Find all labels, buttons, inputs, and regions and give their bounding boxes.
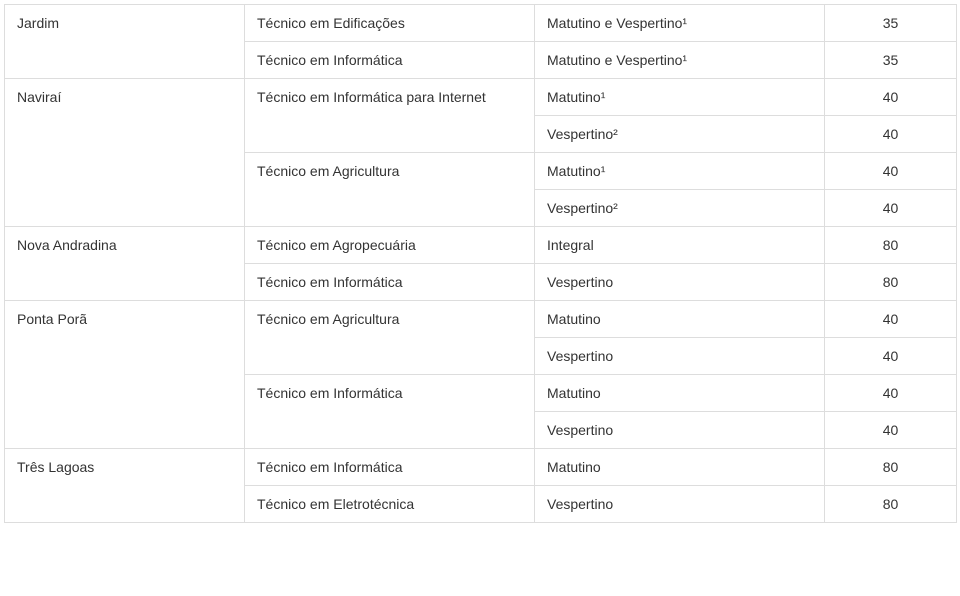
campus-cell: Nova Andradina bbox=[5, 227, 245, 301]
vagas-cell: 80 bbox=[825, 449, 957, 486]
shift-cell: Matutino bbox=[535, 375, 825, 412]
shift-cell: Integral bbox=[535, 227, 825, 264]
shift-cell: Vespertino² bbox=[535, 116, 825, 153]
table-row: NaviraíTécnico em Informática para Inter… bbox=[5, 79, 957, 116]
shift-cell: Matutino bbox=[535, 449, 825, 486]
shift-cell: Matutino¹ bbox=[535, 153, 825, 190]
vagas-cell: 40 bbox=[825, 412, 957, 449]
vagas-cell: 35 bbox=[825, 42, 957, 79]
table-row: Nova AndradinaTécnico em AgropecuáriaInt… bbox=[5, 227, 957, 264]
vagas-cell: 40 bbox=[825, 301, 957, 338]
table-row: Ponta PorãTécnico em AgriculturaMatutino… bbox=[5, 301, 957, 338]
course-cell: Técnico em Agricultura bbox=[245, 301, 535, 375]
course-cell: Técnico em Informática bbox=[245, 42, 535, 79]
vagas-cell: 40 bbox=[825, 153, 957, 190]
campus-cell: Jardim bbox=[5, 5, 245, 79]
campus-cell: Três Lagoas bbox=[5, 449, 245, 523]
table-row: JardimTécnico em EdificaçõesMatutino e V… bbox=[5, 5, 957, 42]
course-cell: Técnico em Agropecuária bbox=[245, 227, 535, 264]
shift-cell: Matutino¹ bbox=[535, 79, 825, 116]
shift-cell: Matutino e Vespertino¹ bbox=[535, 42, 825, 79]
course-cell: Técnico em Agricultura bbox=[245, 153, 535, 227]
vagas-cell: 40 bbox=[825, 79, 957, 116]
vagas-cell: 80 bbox=[825, 227, 957, 264]
course-cell: Técnico em Eletrotécnica bbox=[245, 486, 535, 523]
shift-cell: Vespertino bbox=[535, 264, 825, 301]
courses-table: JardimTécnico em EdificaçõesMatutino e V… bbox=[4, 4, 957, 523]
shift-cell: Matutino e Vespertino¹ bbox=[535, 5, 825, 42]
vagas-cell: 40 bbox=[825, 338, 957, 375]
vagas-cell: 35 bbox=[825, 5, 957, 42]
shift-cell: Vespertino bbox=[535, 486, 825, 523]
shift-cell: Vespertino² bbox=[535, 190, 825, 227]
vagas-cell: 80 bbox=[825, 264, 957, 301]
vagas-cell: 40 bbox=[825, 375, 957, 412]
shift-cell: Vespertino bbox=[535, 338, 825, 375]
campus-cell: Naviraí bbox=[5, 79, 245, 227]
vagas-cell: 40 bbox=[825, 116, 957, 153]
vagas-cell: 80 bbox=[825, 486, 957, 523]
table-row: Três LagoasTécnico em InformáticaMatutin… bbox=[5, 449, 957, 486]
vagas-cell: 40 bbox=[825, 190, 957, 227]
course-cell: Técnico em Informática para Internet bbox=[245, 79, 535, 153]
shift-cell: Vespertino bbox=[535, 412, 825, 449]
campus-cell: Ponta Porã bbox=[5, 301, 245, 449]
course-cell: Técnico em Informática bbox=[245, 375, 535, 449]
course-cell: Técnico em Informática bbox=[245, 449, 535, 486]
course-cell: Técnico em Informática bbox=[245, 264, 535, 301]
course-cell: Técnico em Edificações bbox=[245, 5, 535, 42]
shift-cell: Matutino bbox=[535, 301, 825, 338]
